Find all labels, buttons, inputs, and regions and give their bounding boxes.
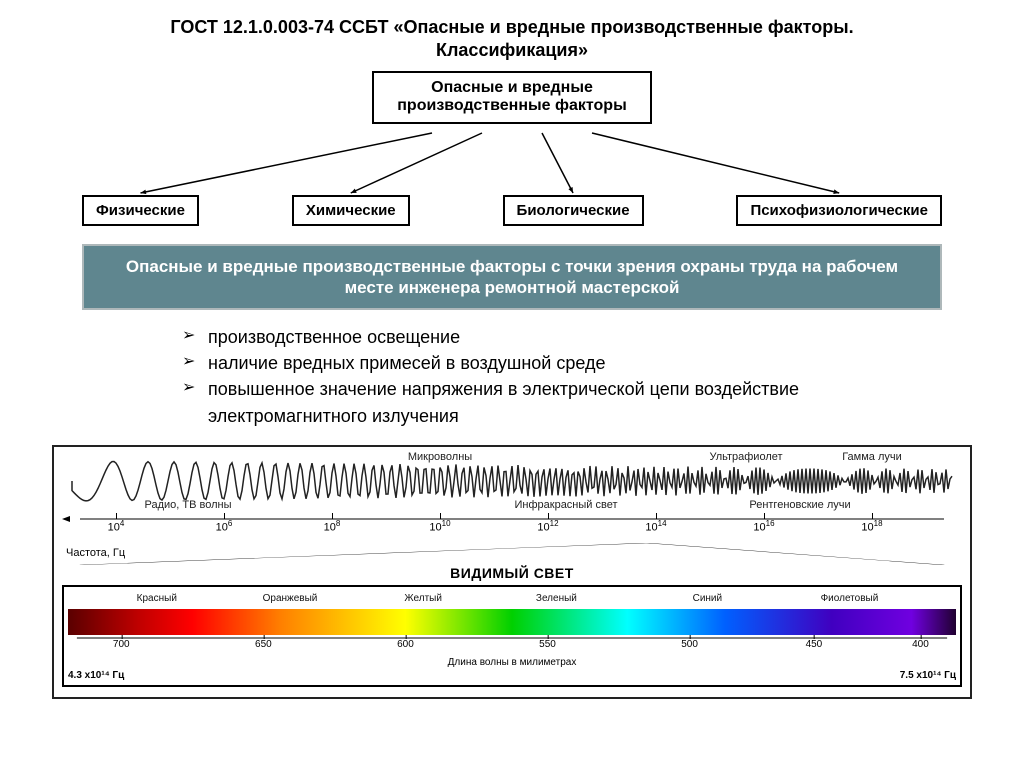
- bullet-list: производственное освещениеналичие вредны…: [122, 324, 902, 428]
- visible-freq-endpoints: 4.3 x10¹⁴ Гц 7.5 x10¹⁴ Гц: [68, 670, 956, 681]
- callout-banner: Опасные и вредные производственные факто…: [82, 244, 942, 311]
- wavelength-tick: 450: [806, 639, 823, 650]
- wavelength-tick: 550: [539, 639, 556, 650]
- frequency-tick: 104: [96, 519, 136, 534]
- wavelength-axis-caption: Длина волны в милиметрах: [68, 657, 956, 668]
- em-band-label: Микроволны: [408, 451, 472, 463]
- bullet-item: наличие вредных примесей в воздушной сре…: [182, 350, 902, 376]
- frequency-tick: 1014: [636, 519, 676, 534]
- wavelength-tick: 650: [255, 639, 272, 650]
- em-band-label: Рентгеновские лучи: [749, 499, 850, 511]
- em-band-label: Радио, ТВ волны: [145, 499, 232, 511]
- spectrum-color-label: Оранжевый: [263, 593, 318, 604]
- freq-axis-line: [62, 513, 962, 525]
- hierarchy-child: Химические: [292, 195, 410, 226]
- spectrum-color-label: Синий: [693, 593, 723, 604]
- wavelength-tick: 500: [681, 639, 698, 650]
- visible-spectrum-bar: [68, 609, 956, 635]
- em-wave-region: Микроволны Ультрафиолет Гамма лучи Радио, Т…: [62, 451, 962, 511]
- hierarchy-child: Физические: [82, 195, 199, 226]
- wavelength-tick: 600: [397, 639, 414, 650]
- frequency-tick: 1016: [744, 519, 784, 534]
- frequency-tick: 1018: [852, 519, 892, 534]
- em-band-label: Ультрафиолет: [709, 451, 782, 463]
- frequency-tick: 106: [204, 519, 244, 534]
- spectrum-bar-container: Красный Оранжевый Желтый Зеленый Синий Фиолет…: [62, 585, 962, 687]
- spectrum-color-label: Зеленый: [536, 593, 577, 604]
- frequency-tick: 1010: [420, 519, 460, 534]
- bullet-item: повышенное значение напряжения в электри…: [182, 376, 902, 428]
- spectrum-color-label: Фиолетовый: [821, 593, 879, 604]
- hierarchy-root: Опасные и вредные производственные факто…: [372, 71, 652, 124]
- em-band-label: Гамма лучи: [842, 451, 902, 463]
- em-spectrum-frame: Микроволны Ультрафиолет Гамма лучи Радио, Т…: [52, 445, 972, 699]
- visible-light-fan: [62, 543, 962, 565]
- wavelength-axis: 700 650 600 550 500 450 400: [68, 637, 956, 657]
- visible-freq-left: 4.3 x10¹⁴ Гц: [68, 670, 124, 681]
- bullet-item: производственное освещение: [182, 324, 902, 350]
- hierarchy-children-row: Физические Химические Биологические Психофи…: [82, 195, 942, 226]
- spectrum-color-label: Желтый: [404, 593, 442, 604]
- visible-freq-right: 7.5 x10¹⁴ Гц: [900, 670, 956, 681]
- nm-axis-line: [68, 635, 956, 641]
- wavelength-tick: 700: [113, 639, 130, 650]
- frequency-tick: 108: [312, 519, 352, 534]
- frequency-tick: 1012: [528, 519, 568, 534]
- visible-light-region: ВИДИМЫЙ СВЕТ Красный Оранжевый Желтый Зелен…: [62, 565, 962, 687]
- page-title: ГОСТ 12.1.0.003-74 ССБТ «Опасные и вредн…: [0, 0, 1024, 71]
- frequency-axis: 104 106 108 1010 1012 1014 1016 1018: [62, 513, 962, 543]
- wavelength-tick: 400: [912, 639, 929, 650]
- hierarchy-child: Биологические: [503, 195, 644, 226]
- em-band-label: Инфракрасный свет: [514, 499, 617, 511]
- hierarchy-diagram: Опасные и вредные производственные факто…: [82, 71, 942, 226]
- hierarchy-child: Психофизиологические: [736, 195, 942, 226]
- spectrum-color-label: Красный: [137, 593, 177, 604]
- visible-light-title: ВИДИМЫЙ СВЕТ: [62, 565, 962, 581]
